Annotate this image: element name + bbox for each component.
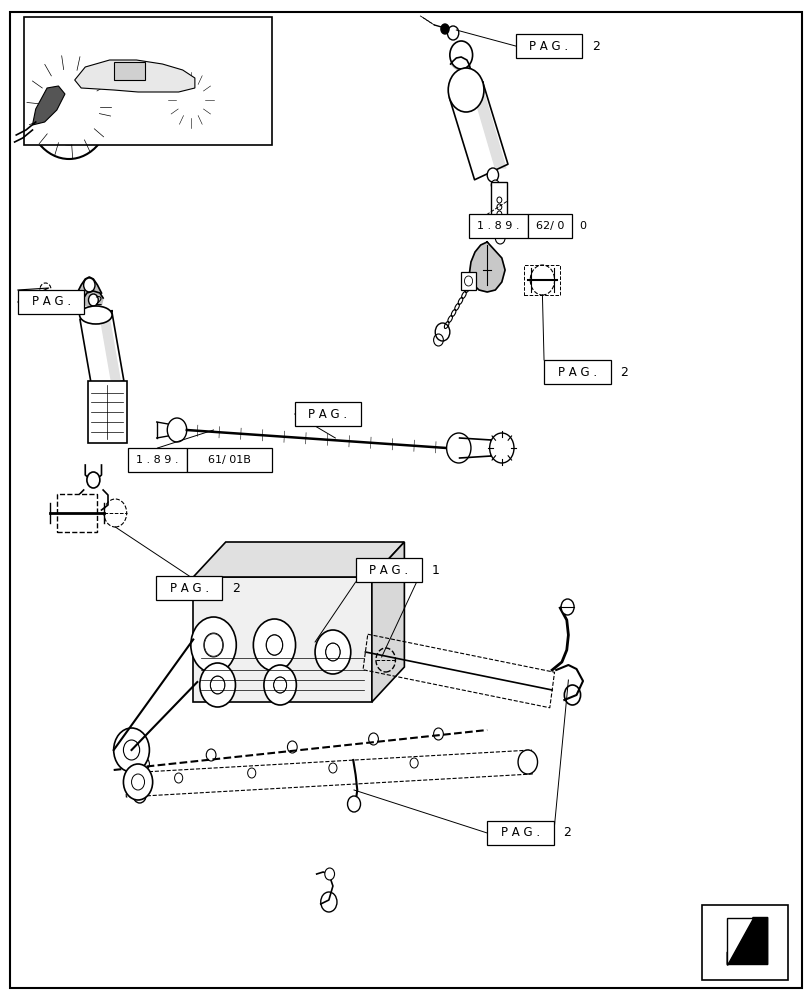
- Text: P A G .: P A G .: [500, 826, 539, 840]
- Bar: [702, 905, 787, 980]
- Circle shape: [517, 750, 537, 774]
- Polygon shape: [193, 542, 404, 577]
- Polygon shape: [114, 62, 144, 80]
- Bar: [57, 494, 97, 532]
- Circle shape: [347, 796, 360, 812]
- Polygon shape: [450, 57, 470, 75]
- Circle shape: [88, 294, 98, 306]
- Polygon shape: [100, 315, 121, 385]
- Circle shape: [530, 265, 554, 295]
- Circle shape: [87, 472, 100, 488]
- Circle shape: [200, 663, 235, 707]
- Polygon shape: [75, 60, 195, 92]
- Bar: [461, 272, 475, 290]
- FancyBboxPatch shape: [128, 448, 187, 472]
- Circle shape: [492, 189, 500, 199]
- FancyBboxPatch shape: [469, 214, 527, 238]
- FancyBboxPatch shape: [294, 402, 361, 426]
- Circle shape: [440, 24, 448, 34]
- Polygon shape: [84, 291, 103, 307]
- Text: P A G .: P A G .: [369, 564, 408, 576]
- Circle shape: [264, 665, 296, 705]
- FancyBboxPatch shape: [487, 821, 553, 845]
- Ellipse shape: [79, 306, 112, 324]
- Circle shape: [447, 26, 458, 40]
- FancyBboxPatch shape: [543, 360, 610, 384]
- Bar: [24, 17, 272, 145]
- Text: 2: 2: [591, 39, 599, 52]
- FancyBboxPatch shape: [527, 214, 572, 238]
- Circle shape: [487, 168, 498, 182]
- Circle shape: [449, 41, 472, 69]
- Text: 1 . 8 9 .: 1 . 8 9 .: [136, 455, 178, 465]
- Text: 1 . 8 9 .: 1 . 8 9 .: [477, 221, 519, 231]
- Circle shape: [489, 433, 513, 463]
- Text: 2: 2: [620, 365, 628, 378]
- Circle shape: [253, 619, 295, 671]
- FancyBboxPatch shape: [187, 448, 272, 472]
- Circle shape: [84, 278, 95, 292]
- Polygon shape: [726, 918, 752, 964]
- Circle shape: [493, 197, 501, 207]
- Polygon shape: [469, 242, 504, 292]
- Bar: [491, 182, 507, 220]
- Circle shape: [167, 418, 187, 442]
- FancyBboxPatch shape: [355, 558, 422, 582]
- Text: 1: 1: [431, 564, 440, 576]
- Circle shape: [114, 728, 149, 772]
- Circle shape: [493, 224, 503, 236]
- Text: 2: 2: [563, 826, 571, 840]
- Circle shape: [495, 232, 504, 244]
- Circle shape: [560, 599, 573, 615]
- Circle shape: [123, 764, 152, 800]
- Bar: [193, 577, 371, 702]
- Polygon shape: [726, 918, 766, 964]
- Circle shape: [324, 868, 334, 880]
- Polygon shape: [77, 277, 101, 303]
- Text: 62/ 0: 62/ 0: [535, 221, 564, 231]
- Polygon shape: [470, 82, 505, 168]
- Text: 0: 0: [578, 221, 586, 231]
- Polygon shape: [32, 86, 65, 125]
- Text: P A G .: P A G .: [32, 295, 71, 308]
- Bar: [88, 381, 127, 443]
- Text: P A G .: P A G .: [529, 39, 568, 52]
- FancyBboxPatch shape: [156, 576, 222, 600]
- Circle shape: [446, 433, 470, 463]
- Polygon shape: [371, 542, 404, 702]
- Circle shape: [491, 180, 499, 190]
- Text: 2: 2: [94, 295, 102, 308]
- Text: P A G .: P A G .: [169, 581, 208, 594]
- FancyBboxPatch shape: [515, 34, 581, 58]
- Circle shape: [315, 630, 350, 674]
- Text: P A G .: P A G .: [308, 408, 347, 420]
- Bar: [523, 265, 560, 295]
- FancyBboxPatch shape: [18, 290, 84, 314]
- Circle shape: [448, 68, 483, 112]
- Circle shape: [191, 617, 236, 673]
- Text: P A G .: P A G .: [557, 365, 596, 378]
- Text: 61/ 01B: 61/ 01B: [208, 455, 251, 465]
- Text: 2: 2: [232, 581, 240, 594]
